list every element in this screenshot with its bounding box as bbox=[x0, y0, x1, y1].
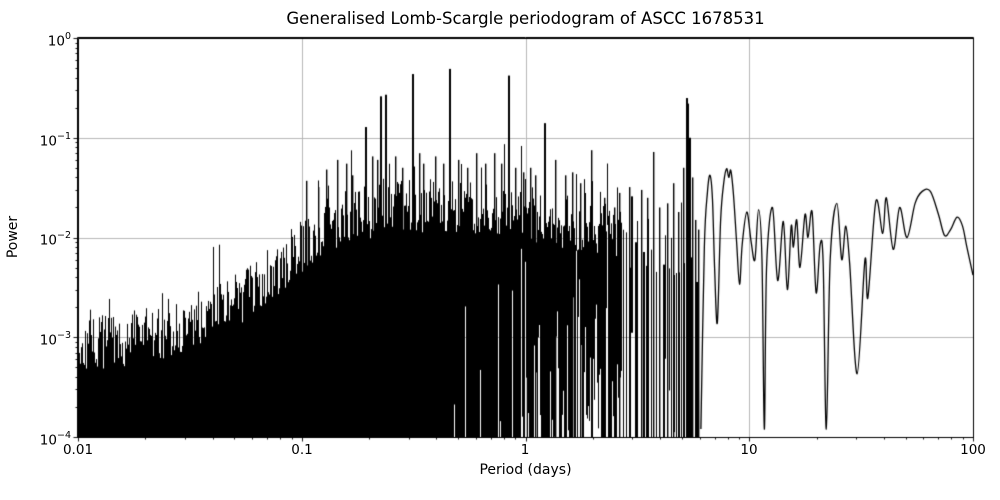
y-tick-label-1e0: 100 bbox=[47, 31, 71, 50]
x-axis-label: Period (days) bbox=[479, 462, 572, 478]
x-tick-label-0.01: 0.01 bbox=[62, 442, 94, 458]
y-tick-label-1e-4: 10−4 bbox=[39, 430, 71, 449]
y-tick-label-1e-2: 10−2 bbox=[39, 230, 71, 249]
chart-title: Generalised Lomb-Scargle periodogram of … bbox=[286, 9, 765, 28]
y-tick-label-1e-1: 10−1 bbox=[39, 131, 71, 150]
x-tick-label-0.1: 0.1 bbox=[291, 442, 313, 458]
y-tick-label-1e-3: 10−3 bbox=[39, 330, 71, 349]
x-tick-label-1: 1 bbox=[520, 442, 530, 458]
x-tick-label-100: 100 bbox=[960, 442, 986, 458]
x-tick-label-10: 10 bbox=[740, 442, 758, 458]
